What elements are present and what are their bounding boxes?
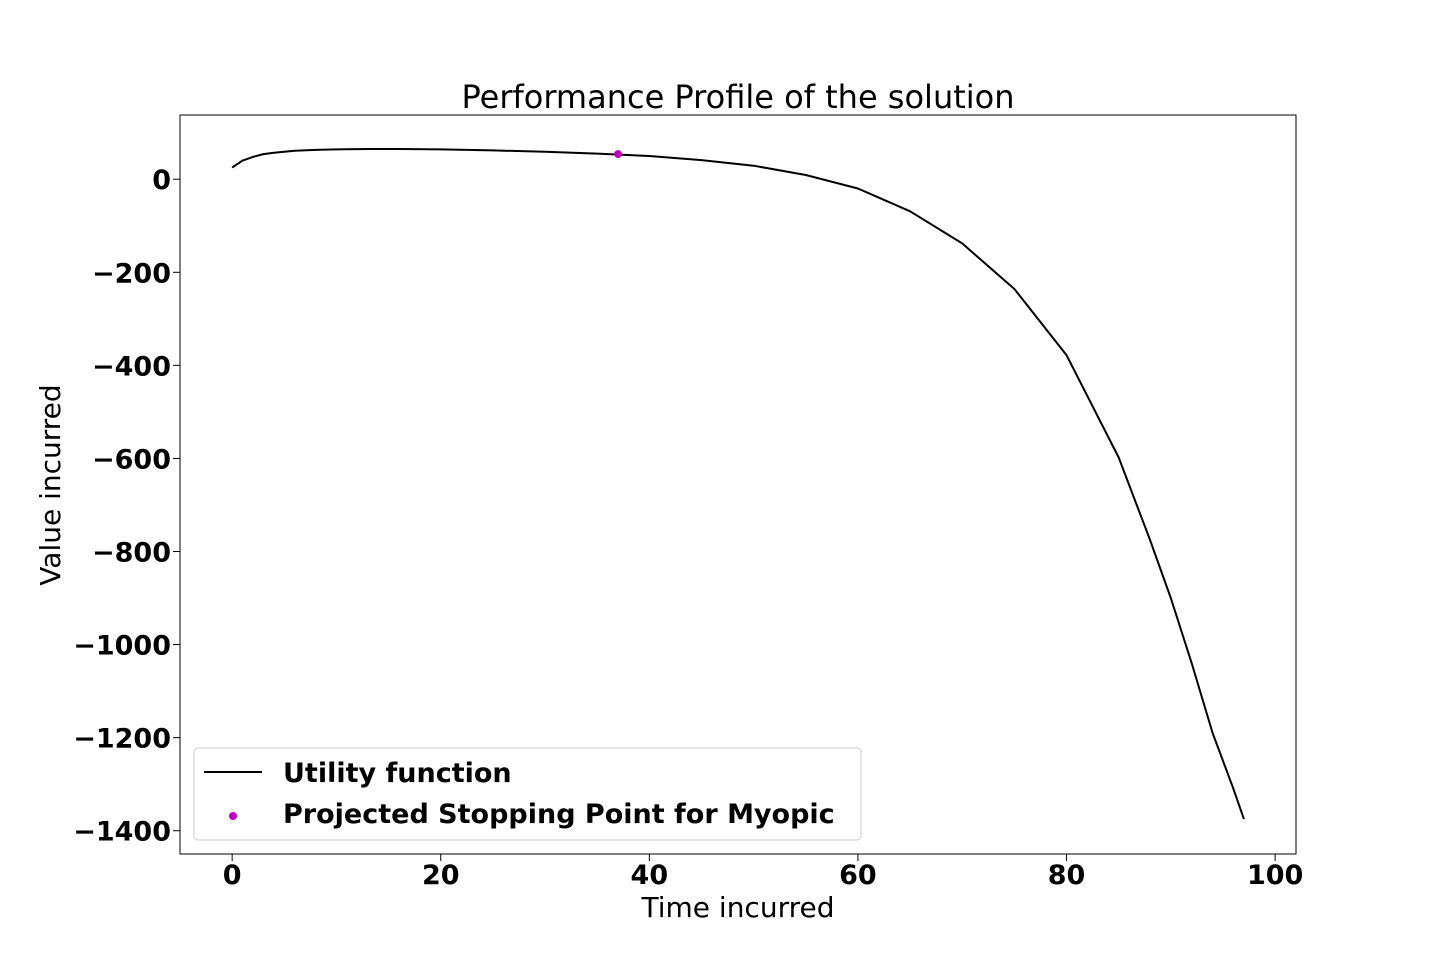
legend-box — [193, 747, 862, 841]
y-tick-label: −800 — [92, 538, 171, 569]
legend-marker-swatch — [229, 812, 237, 820]
y-tick-label: 0 — [152, 165, 171, 196]
x-tick-label: 100 — [1247, 860, 1303, 891]
y-tick-label: −200 — [92, 258, 171, 289]
y-tick-label: −1000 — [73, 631, 171, 662]
x-tick-label: 60 — [839, 860, 877, 891]
y-tick-label: −1200 — [73, 724, 171, 755]
chart-title: Performance Profile of the solution — [461, 78, 1014, 116]
x-tick-label: 0 — [223, 860, 242, 891]
y-tick-label: −400 — [92, 351, 171, 382]
x-axis-label: Time incurred — [640, 891, 834, 924]
plot-area — [179, 114, 1297, 855]
series-line-0 — [231, 148, 1245, 820]
plot-frame — [179, 114, 1297, 855]
y-axis-label: Value incurred — [34, 384, 67, 585]
series-layer — [231, 148, 1245, 820]
x-axis-ticks: 0 20 40 60 80 100 — [223, 854, 1303, 891]
y-axis-ticks: 0 −200 −400 −600 −800 −1000 −1200 −1400 — [73, 165, 180, 848]
y-tick-label: −600 — [92, 444, 171, 475]
x-tick-label: 20 — [422, 860, 460, 891]
x-tick-label: 40 — [631, 860, 669, 891]
y-tick-label: −1400 — [73, 817, 171, 848]
legend: Utility function Projected Stopping Poin… — [193, 747, 862, 841]
legend-label-utility: Utility function — [283, 758, 512, 789]
legend-label-stopping-point: Projected Stopping Point for Myopic — [283, 799, 835, 830]
x-tick-label: 80 — [1048, 860, 1086, 891]
series-point-1-0 — [614, 150, 623, 159]
